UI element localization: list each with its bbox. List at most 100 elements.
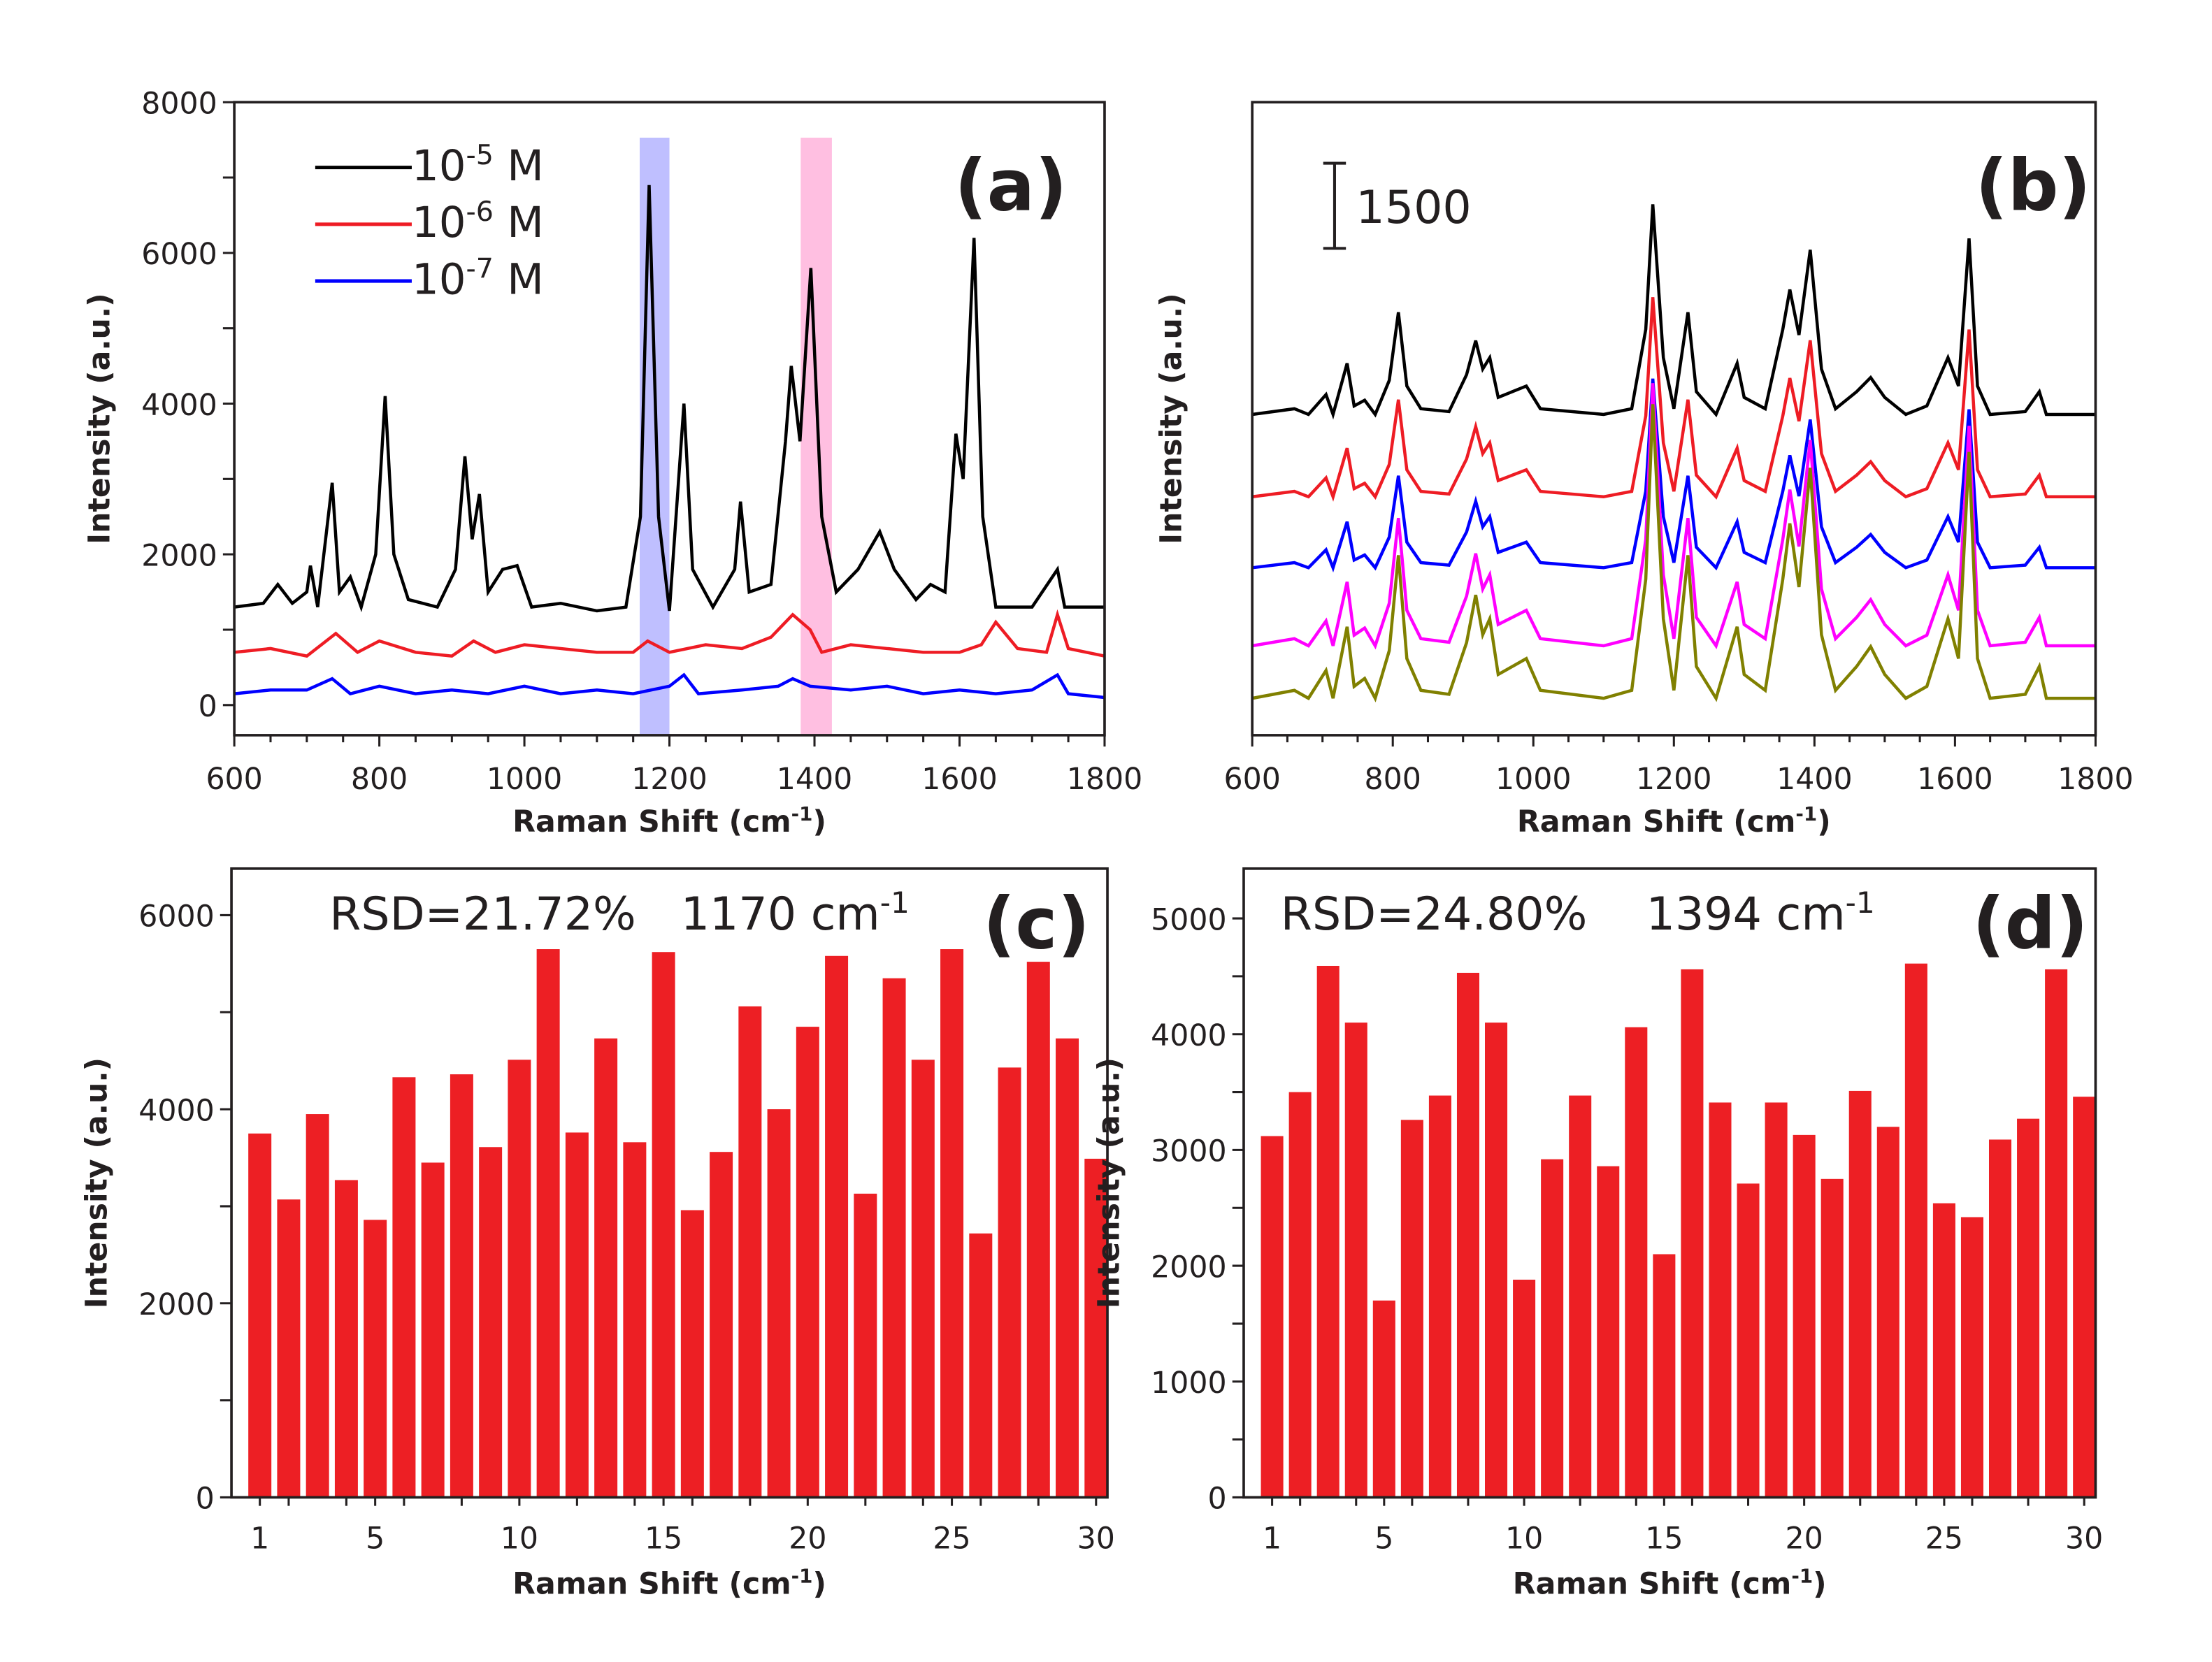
text-part: 10 — [412, 141, 466, 191]
text-part: 1000 — [1495, 762, 1571, 797]
y-tick-label: 0 — [196, 1482, 215, 1517]
series-line — [1251, 297, 2096, 502]
y-axis-label: Intensity (a.u.) — [1091, 1057, 1126, 1308]
panel-label: (b) — [1975, 145, 2090, 227]
bar — [1625, 1027, 1648, 1498]
bar — [1932, 1203, 1955, 1498]
x-tick-label: 600 — [206, 762, 262, 797]
bar — [1988, 1139, 2012, 1498]
y-axis-label: Intensity (a.u.) — [79, 1057, 114, 1308]
bar — [1709, 1102, 1732, 1498]
text-part: 1200 — [631, 762, 707, 797]
series-line — [234, 609, 1105, 658]
bar — [1820, 1178, 1844, 1498]
text-part: 2000 — [1151, 1250, 1226, 1285]
y-tick-label: 1000 — [1151, 1366, 1226, 1401]
text-part: M — [494, 198, 544, 247]
bar — [306, 1114, 329, 1498]
text-part: 20 — [789, 1522, 826, 1556]
bar — [1288, 1092, 1312, 1498]
bar — [2017, 1118, 2040, 1498]
x-tick-label: 15 — [1645, 1522, 1683, 1556]
bar — [652, 952, 675, 1498]
bar — [710, 1152, 733, 1498]
bar — [248, 1133, 272, 1498]
text-part: Raman Shift (cm — [512, 1567, 791, 1602]
rsd-annotation: RSD=24.80% — [1281, 888, 1588, 941]
x-axis-label: Raman Shift (cm-1) — [1517, 802, 1831, 840]
text-part: 1170 cm — [681, 888, 880, 941]
plot-frame — [230, 867, 1109, 1499]
x-tick-label: 1000 — [487, 762, 562, 797]
text-part: 1000 — [1151, 1366, 1226, 1401]
text-part: RSD=24.80% — [1281, 888, 1588, 941]
bar — [450, 1074, 473, 1498]
x-tick-label: 1400 — [1776, 762, 1852, 797]
bar — [2045, 969, 2068, 1498]
x-tick-label: 1000 — [1495, 762, 1571, 797]
text-part: ) — [1813, 1567, 1826, 1602]
y-tick-label: 2000 — [138, 1287, 214, 1322]
bar — [680, 1210, 704, 1498]
plot-frame — [1242, 867, 2097, 1499]
text-part: 6000 — [141, 237, 217, 272]
text-part: (a) — [954, 145, 1067, 227]
bar — [508, 1060, 531, 1498]
bar — [854, 1193, 877, 1498]
highlight-band — [800, 137, 832, 735]
x-axis-label: Raman Shift (cm-1) — [512, 802, 826, 840]
bar — [1569, 1095, 1592, 1498]
y-tick-label: 0 — [1207, 1482, 1226, 1517]
x-tick-label: 1400 — [777, 762, 852, 797]
superscript: -7 — [466, 252, 493, 284]
text-part: Intensity (a.u.) — [82, 293, 117, 544]
x-tick-label: 20 — [789, 1522, 826, 1556]
x-tick-label: 1200 — [1636, 762, 1711, 797]
superscript: -1 — [1846, 886, 1875, 920]
bar — [940, 949, 964, 1498]
x-tick-label: 1 — [1263, 1522, 1281, 1556]
text-part: 800 — [351, 762, 408, 797]
text-part: Raman Shift (cm — [1517, 804, 1796, 839]
text-part: 4000 — [138, 1093, 214, 1128]
x-tick-label: 1800 — [1067, 762, 1142, 797]
series-line — [234, 672, 1105, 700]
panel-b: 600 800 1000 1200 1400 1600 1800 Raman Shift (c… — [1154, 101, 2134, 840]
bar — [1597, 1166, 1620, 1498]
legend-entry: 10-6 M — [412, 196, 544, 247]
series-line — [1251, 204, 2096, 420]
text-part: 6000 — [138, 899, 214, 934]
text-part: 1 — [250, 1522, 269, 1556]
text-part: 0 — [196, 1482, 215, 1517]
text-part: Intensity (a.u.) — [79, 1057, 114, 1308]
bar — [2073, 1097, 2096, 1498]
bar — [1737, 1183, 1760, 1498]
panel-label: (c) — [983, 883, 1090, 965]
bar — [1848, 1090, 1872, 1498]
text-part: 30 — [1077, 1522, 1115, 1556]
bar — [1372, 1300, 1395, 1498]
y-axis-label: Intensity (a.u.) — [82, 293, 117, 544]
x-tick-label: 800 — [351, 762, 408, 797]
text-part: (c) — [983, 883, 1090, 965]
rsd-annotation: RSD=21.72% — [329, 888, 636, 941]
bar — [623, 1142, 647, 1498]
bar — [479, 1147, 503, 1498]
text-part: 0 — [199, 689, 217, 724]
text-part: 1600 — [921, 762, 997, 797]
bar — [1793, 1134, 1816, 1498]
y-tick-label: 0 — [199, 689, 217, 724]
text-part: 15 — [645, 1522, 682, 1556]
text-part: 800 — [1365, 762, 1421, 797]
bar — [536, 949, 560, 1498]
y-tick-label: 4000 — [138, 1093, 214, 1128]
text-part: ) — [1817, 804, 1830, 839]
y-tick-label: 5000 — [1151, 902, 1226, 937]
superscript: -1 — [880, 886, 910, 920]
text-part: 1 — [1263, 1522, 1281, 1556]
bar — [1765, 1102, 1788, 1498]
y-tick-label: 2000 — [1151, 1250, 1226, 1285]
text-part: M — [494, 254, 544, 304]
